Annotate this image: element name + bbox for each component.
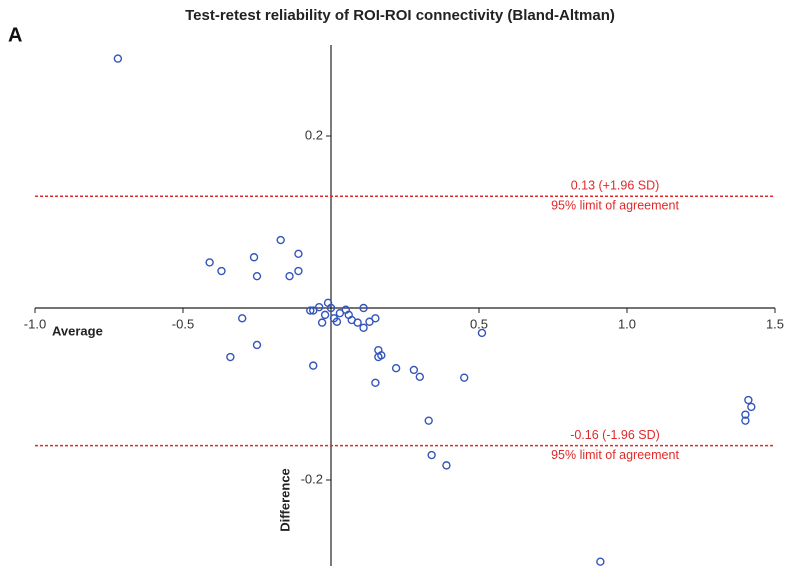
x-tick-label: 0.5 [470, 316, 488, 331]
point [427, 450, 436, 460]
panel-label: A [8, 24, 22, 46]
x-tick-label: -1.0 [24, 316, 46, 331]
point [359, 303, 368, 313]
point [415, 372, 424, 381]
point [744, 395, 753, 405]
point [371, 378, 380, 388]
point [332, 317, 342, 326]
point [335, 308, 345, 318]
y-tick-label: 0.2 [305, 127, 323, 142]
point [460, 373, 469, 382]
point [226, 352, 235, 362]
x-tick-label: -0.5 [172, 316, 194, 331]
x-tick-label: 1.5 [766, 316, 784, 331]
point [309, 361, 318, 370]
point [309, 306, 318, 315]
point [409, 365, 419, 375]
point [306, 306, 315, 315]
y-axis-label: Difference [277, 468, 292, 532]
y-tick-label: -0.2 [301, 471, 323, 486]
point [477, 328, 487, 338]
point [371, 314, 380, 323]
point [285, 271, 294, 281]
point [294, 266, 303, 276]
point [217, 266, 226, 276]
point [314, 302, 324, 312]
reference-label: -0.16 (-1.96 SD) [570, 428, 660, 442]
point [365, 317, 374, 326]
x-tick-label: 1.0 [618, 316, 636, 331]
point [741, 416, 750, 425]
point [320, 310, 330, 320]
point [113, 54, 123, 63]
point [317, 318, 327, 327]
point [424, 416, 433, 425]
chart-title: Test-retest reliability of ROI-ROI conne… [185, 7, 615, 24]
point [741, 410, 750, 419]
point [294, 249, 303, 259]
point [205, 258, 214, 267]
point [276, 235, 285, 245]
reference-label: 0.13 (+1.96 SD) [571, 178, 660, 192]
reference-sublabel: 95% limit of agreement [551, 448, 679, 462]
point [596, 557, 605, 566]
point [353, 318, 362, 327]
point [252, 340, 262, 350]
point [374, 352, 383, 362]
reference-sublabel: 95% limit of agreement [551, 198, 679, 212]
point [326, 303, 336, 313]
point [391, 364, 401, 373]
x-axis-label: Average [52, 323, 103, 338]
point [252, 271, 262, 281]
point [442, 461, 451, 470]
point [747, 402, 756, 412]
point [249, 253, 259, 262]
point [359, 323, 368, 332]
point [237, 314, 247, 323]
